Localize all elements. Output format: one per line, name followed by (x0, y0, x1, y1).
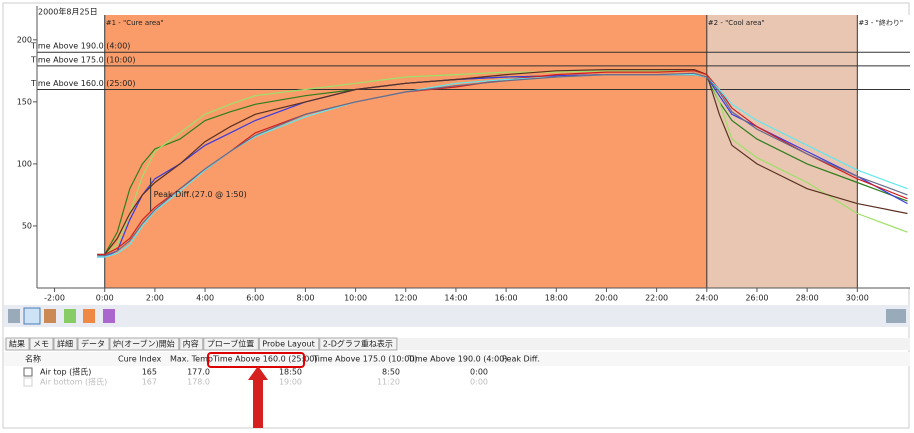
cell: 177.0 (187, 368, 210, 377)
region-label: #2 - "Cool area" (708, 19, 765, 27)
tab-border[interactable] (29, 337, 54, 351)
threshold-label: Time Above 190.0 (4:00) (30, 42, 130, 51)
tab[interactable]: 詳細 (57, 339, 73, 349)
icon[interactable] (23, 307, 41, 325)
threshold-label: Time Above 175.0 (10:00) (30, 55, 136, 64)
cell: 0:00 (470, 368, 488, 377)
y-tick-label: 150 (17, 97, 32, 106)
tab-border[interactable] (5, 337, 30, 351)
tab[interactable]: 結果 (9, 339, 25, 349)
x-tick-label: 22:00 (645, 294, 668, 303)
series-line (97, 72, 908, 257)
cell: 165 (142, 368, 157, 377)
column-header[interactable]: Time Above 160.0 (25:00) (212, 355, 318, 364)
tab-border[interactable] (203, 337, 259, 351)
tab-border[interactable] (319, 337, 398, 351)
cell: 18:50 (279, 368, 302, 377)
tab[interactable]: データ (81, 339, 105, 349)
region-label: #1 - "Cure area" (106, 19, 164, 27)
highlight-box (207, 352, 305, 368)
series-line (97, 69, 908, 256)
icon[interactable] (44, 309, 56, 323)
column-header[interactable]: Max. Temp (170, 355, 213, 364)
x-tick-label: 28:00 (796, 294, 819, 303)
tab[interactable]: 炉(オーブン)開始 (113, 339, 175, 349)
icon[interactable] (8, 309, 20, 323)
tab-border[interactable] (77, 337, 110, 351)
x-tick-label: 12:00 (394, 294, 417, 303)
x-tick-label: 10:00 (344, 294, 367, 303)
column-header[interactable]: Peak Diff. (502, 355, 540, 364)
tab[interactable]: プローブ位置 (207, 339, 255, 349)
region-label: #3 - "終わり" (858, 18, 903, 27)
cell: 8:50 (382, 368, 400, 377)
x-tick-label: 4:00 (196, 294, 214, 303)
series-line (97, 74, 908, 258)
tab[interactable]: メモ (33, 340, 49, 349)
x-tick-label: 2:00 (146, 294, 164, 303)
x-tick-label: 8:00 (296, 294, 314, 303)
cell: Air bottom (搭氏) (40, 377, 107, 387)
tab-border[interactable] (258, 337, 320, 351)
column-header[interactable]: Time Above 190.0 (4:00) (407, 355, 507, 364)
x-tick-label: 16:00 (495, 294, 518, 303)
x-tick-label: 30:00 (846, 294, 869, 303)
x-tick-label: 24:00 (695, 294, 718, 303)
cell: Air top (搭氏) (40, 367, 91, 377)
date-label: 2000年8月25日 (38, 7, 98, 17)
x-tick-label: 26:00 (745, 294, 768, 303)
checkbox[interactable] (23, 367, 33, 377)
x-tick-label: 20:00 (595, 294, 618, 303)
column-header[interactable]: 名称 (25, 354, 41, 364)
threshold-label: Time Above 160.0 (25:00) (30, 79, 136, 88)
toolbar-icons[interactable] (8, 307, 906, 325)
tab-border[interactable] (179, 337, 204, 351)
cell: 178.0 (187, 378, 210, 387)
icon[interactable] (103, 309, 115, 323)
y-tick-label: 100 (17, 159, 32, 168)
tab-border[interactable] (109, 337, 180, 351)
checkbox[interactable] (23, 377, 33, 387)
x-tick-label: 14:00 (444, 294, 467, 303)
series-line (97, 70, 908, 256)
x-tick-label: 18:00 (545, 294, 568, 303)
series-line (97, 70, 908, 256)
tab[interactable]: 2-Dグラフ重ね表示 (323, 339, 393, 349)
region (104, 15, 707, 288)
tab[interactable]: Probe Layout (262, 340, 314, 349)
cell: 167 (142, 378, 157, 387)
cell: 19:00 (279, 378, 302, 387)
peak-diff-label: Peak Diff.(27.0 @ 1:50) (154, 190, 247, 199)
icon[interactable] (64, 309, 76, 323)
y-tick-label: 50 (22, 221, 32, 230)
cell: 11:20 (377, 378, 400, 387)
column-header[interactable]: Time Above 175.0 (10:00) (312, 355, 418, 364)
x-tick-label: 0:00 (96, 294, 114, 303)
tab-border[interactable] (53, 337, 78, 351)
table-header-bg (4, 352, 910, 366)
column-header[interactable]: Cure Index (118, 355, 162, 364)
x-tick-label: -2:00 (44, 294, 65, 303)
red-arrow (248, 366, 268, 428)
icon[interactable] (83, 309, 95, 323)
toolbar (4, 305, 910, 327)
icon[interactable] (886, 309, 906, 323)
tab[interactable]: 内容 (183, 339, 199, 349)
tab-bar (4, 338, 910, 350)
y-tick-label: 200 (17, 35, 32, 44)
cell: 0:00 (470, 378, 488, 387)
x-tick-label: 6:00 (246, 294, 264, 303)
